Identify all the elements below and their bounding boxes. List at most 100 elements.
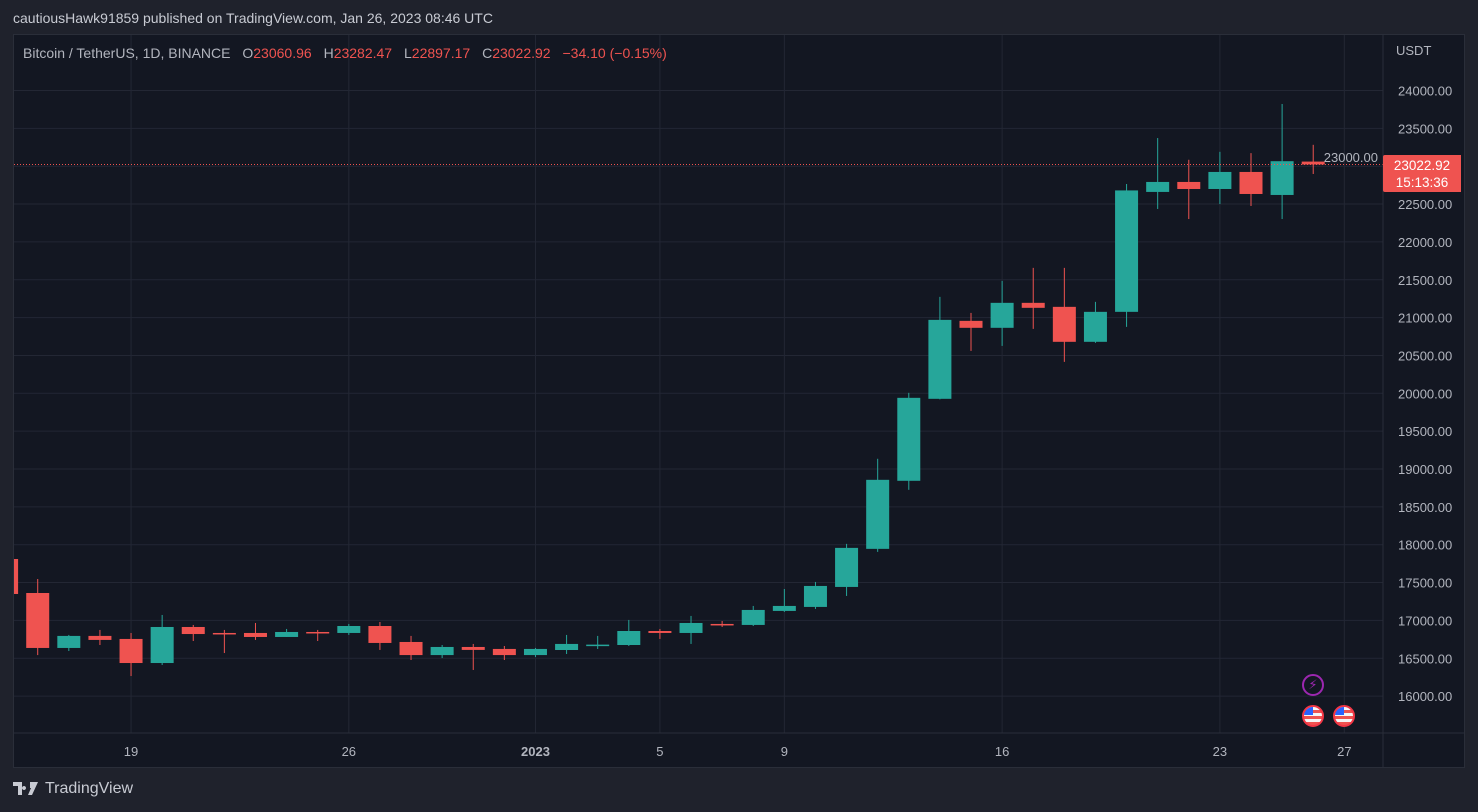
candle (866, 458, 890, 552)
candle-body (617, 630, 641, 646)
candle-body (679, 622, 703, 633)
candle-body (150, 626, 174, 664)
candle (243, 622, 267, 640)
candle-body (337, 626, 361, 633)
time-tick-label: 2023 (521, 744, 550, 759)
close-label: C (482, 45, 493, 61)
candle-body (88, 635, 112, 640)
candle (617, 619, 641, 646)
high-value: 23282.47 (333, 45, 393, 61)
candle (1052, 267, 1076, 362)
candle-body (212, 632, 236, 635)
candle-body (1177, 181, 1201, 189)
candle-body (866, 479, 890, 549)
price-tick-label: 20500.00 (1398, 348, 1452, 363)
symbol-label[interactable]: Bitcoin / TetherUS, 1D, BINANCE (23, 45, 231, 61)
candle-body (57, 635, 81, 648)
currency-unit[interactable]: USDT (1396, 43, 1432, 58)
candle (306, 629, 330, 641)
candle (741, 605, 765, 627)
candle-body (648, 630, 672, 633)
candle (119, 632, 143, 677)
candle (1115, 183, 1139, 327)
price-tick-label: 20000.00 (1398, 386, 1452, 401)
candle (959, 312, 983, 351)
lightning-icon[interactable]: ⚡ (1302, 674, 1324, 696)
candle (337, 623, 361, 635)
candle (1083, 301, 1107, 343)
time-tick-label: 27 (1337, 744, 1351, 759)
candle-body (1083, 311, 1107, 342)
low-value: 22897.17 (411, 45, 471, 61)
candle-body (306, 631, 330, 634)
candle (555, 634, 579, 655)
candle-body (461, 646, 485, 650)
candle-body (26, 592, 50, 648)
candle (1270, 103, 1294, 220)
ohlc-legend: Bitcoin / TetherUS, 1D, BINANCE O23060.9… (23, 45, 667, 61)
change-value: −34.10 (−0.15%) (562, 45, 667, 61)
time-tick-label: 19 (124, 744, 138, 759)
candle (181, 624, 205, 641)
candle-body (586, 644, 610, 647)
candle-body (181, 626, 205, 635)
candle (835, 543, 859, 596)
candle (523, 647, 547, 658)
candle (430, 645, 454, 659)
candle-body (1239, 171, 1263, 194)
time-axis: 19 26 2023 5 9 16 23 27 (124, 744, 1352, 759)
time-tick-label: 26 (342, 744, 356, 759)
price-tick-label: 22500.00 (1398, 197, 1452, 212)
candle (399, 635, 423, 660)
candle-body (1052, 306, 1076, 342)
candle-body (119, 638, 143, 664)
candle-body (772, 605, 796, 611)
price-axis: 16000.00 16500.00 17000.00 17500.00 18000.00… (1324, 84, 1452, 705)
us-flag-icon[interactable] (1333, 705, 1355, 727)
open-value: 23060.96 (253, 45, 312, 61)
candle-body (835, 547, 859, 587)
time-tick-label: 16 (995, 744, 1009, 759)
time-tick-label: 23 (1213, 744, 1227, 759)
candle (1177, 159, 1201, 220)
candle (928, 296, 952, 400)
candle (803, 581, 827, 609)
candle (679, 615, 703, 644)
tradingview-logo-icon (13, 782, 38, 795)
close-value: 23022.92 (492, 45, 551, 61)
chart-panel[interactable] (13, 34, 1465, 768)
candle-body (928, 319, 952, 399)
candle-body (523, 648, 547, 656)
price-tick-label: 19000.00 (1398, 462, 1452, 477)
candle-body (959, 320, 983, 328)
price-tick-label: 19500.00 (1398, 424, 1452, 439)
time-tick-label: 9 (781, 744, 788, 759)
tradingview-logo[interactable]: TradingView (13, 780, 133, 798)
candle (88, 629, 112, 646)
price-tick-label: 22000.00 (1398, 235, 1452, 250)
candles (14, 103, 1383, 677)
candle (14, 559, 19, 594)
candle-body (1021, 302, 1045, 308)
price-tick-label: 17000.00 (1398, 613, 1452, 628)
candle (1239, 153, 1263, 206)
candle-body (1270, 161, 1294, 195)
candle-body (14, 559, 19, 594)
candle (461, 643, 485, 670)
us-flag-icon[interactable] (1302, 705, 1324, 727)
candle (368, 621, 392, 650)
high-label: H (323, 45, 334, 61)
candle (586, 635, 610, 650)
price-tick-label: 18500.00 (1398, 500, 1452, 515)
low-label: L (403, 45, 412, 61)
candle (648, 628, 672, 639)
candle-body (1146, 181, 1170, 192)
publisher-caption: cautiousHawk91859 published on TradingVi… (13, 10, 493, 26)
candle (26, 578, 50, 656)
candle (1208, 151, 1232, 205)
candle-body (990, 302, 1014, 328)
candle (1301, 144, 1325, 174)
price-tick-label: 24000.00 (1398, 84, 1452, 99)
candle (1021, 267, 1045, 329)
